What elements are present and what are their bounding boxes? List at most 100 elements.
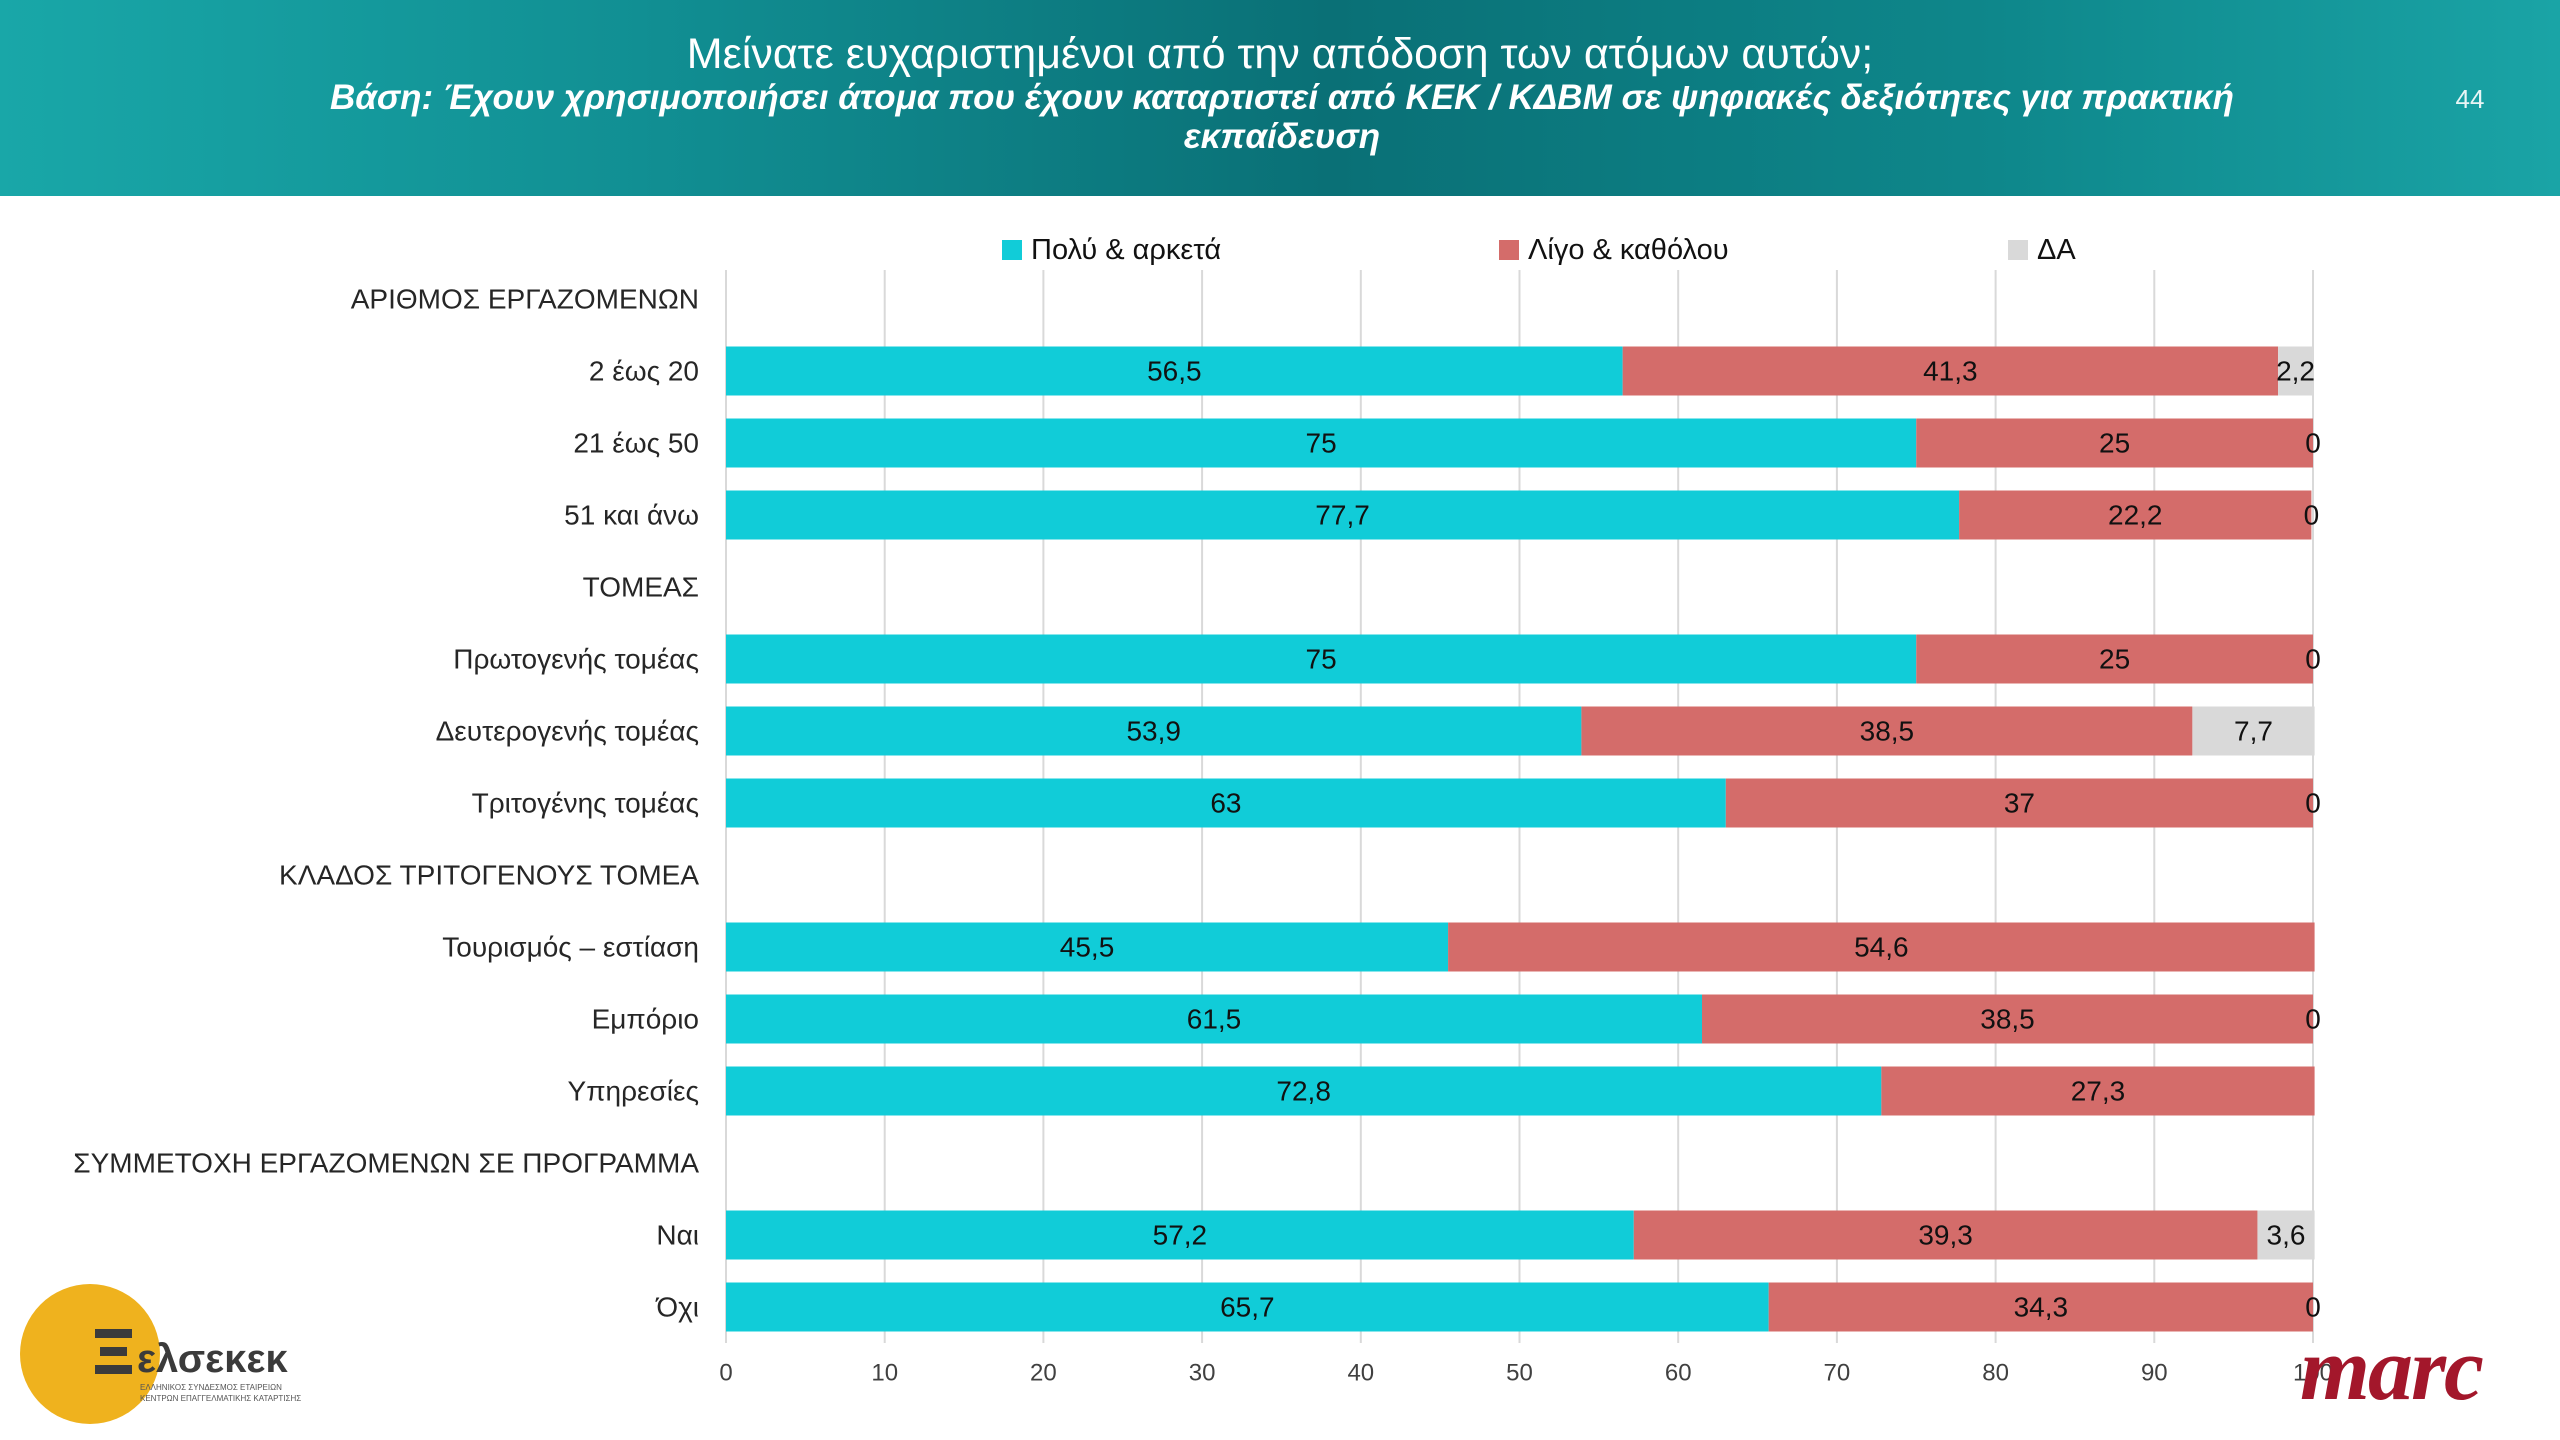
x-tick-label: 100 <box>2293 1360 2333 1387</box>
logo-circle <box>20 1284 160 1424</box>
bar-dissatisfied <box>1633 1210 2258 1260</box>
category-label: Ναι <box>656 1220 699 1251</box>
data-label-satisfied: 75 <box>1306 428 1337 459</box>
data-label-satisfied: 65,7 <box>1220 1292 1275 1323</box>
group-header-label: ΤΟΜΕΑΣ <box>583 572 699 603</box>
marc-logo: marc <box>2300 1320 2484 1419</box>
logo-mark-bar <box>95 1365 132 1374</box>
x-tick-label: 0 <box>719 1360 732 1387</box>
legend-item-dont-know: ΔΑ <box>2008 232 2076 268</box>
logo-xi-mark <box>95 1329 132 1374</box>
data-label-dissatisfied: 54,6 <box>1854 932 1909 963</box>
data-label-dont-know: 7,7 <box>2234 716 2273 747</box>
category-label: Τριτογένης τομέας <box>472 788 699 819</box>
logo-mark-bar <box>95 1329 132 1338</box>
bar-satisfied <box>726 706 1582 756</box>
bar-dissatisfied <box>1725 778 2313 828</box>
data-label-dont-know: 0 <box>2305 1004 2321 1035</box>
data-label-satisfied: 45,5 <box>1060 932 1115 963</box>
bar-satisfied <box>726 778 1726 828</box>
category-label: Τουρισμός – εστίαση <box>442 932 699 963</box>
x-tick-label: 10 <box>871 1360 898 1387</box>
logo-tagline: ΚΕΝΤΡΩΝ ΕΠΑΓΓΕΛΜΑΤΙΚΗΣ ΚΑΤΑΡΤΙΣΗΣ <box>140 1394 301 1403</box>
legend-item-satisfied: Πολύ & αρκετά <box>1002 232 1221 268</box>
category-label: 2 έως 20 <box>589 356 699 387</box>
logo-tagline: ΕΛΛΗΝΙΚΟΣ ΣΥΝΔΕΣΜΟΣ ΕΤΑΙΡΕΙΩΝ <box>140 1383 282 1392</box>
data-label-dont-know: 0 <box>2305 1292 2321 1323</box>
data-label-dont-know: 0 <box>2305 788 2321 819</box>
group-header-label: ΚΛΑΔΟΣ ΤΡΙΤΟΓΕΝΟΥΣ ΤΟΜΕΑ <box>279 860 699 891</box>
data-label-satisfied: 53,9 <box>1126 716 1181 747</box>
data-label-dissatisfied: 34,3 <box>2014 1292 2069 1323</box>
group-header-label: ΑΡΙΘΜΟΣ ΕΡΓΑΖΟΜΕΝΩΝ <box>351 284 699 315</box>
data-label-dissatisfied: 37 <box>2004 788 2035 819</box>
bar-satisfied <box>726 634 1917 684</box>
data-label-satisfied: 61,5 <box>1187 1004 1242 1035</box>
slide-header: Μείνατε ευχαριστημένοι από την απόδοση τ… <box>0 0 2560 196</box>
bar-satisfied <box>726 1282 1769 1332</box>
data-label-satisfied: 57,2 <box>1153 1220 1208 1251</box>
legend-label-dissatisfied: Λίγο & καθόλου <box>1528 233 1729 266</box>
group-header-label: ΣΥΜΜΕΤΟΧΗ ΕΡΓΑΖΟΜΕΝΩΝ ΣΕ ΠΡΟΓΡΑΜΜΑ <box>73 1148 699 1179</box>
x-tick-label: 50 <box>1506 1360 1533 1387</box>
bar-satisfied <box>726 1066 1882 1116</box>
x-tick-label: 70 <box>1824 1360 1851 1387</box>
bar-satisfied <box>726 346 1623 396</box>
logo-mark-bar <box>100 1347 127 1356</box>
bar-dissatisfied <box>1581 706 2193 756</box>
legend-swatch-dont-know <box>2008 240 2028 260</box>
bar-dissatisfied <box>1622 346 2279 396</box>
x-tick-label: 30 <box>1189 1360 1216 1387</box>
data-label-dissatisfied: 38,5 <box>1980 1004 2035 1035</box>
data-label-dissatisfied: 25 <box>2099 644 2130 675</box>
bar-dissatisfied <box>1881 1066 2315 1116</box>
bar-satisfied <box>726 1210 1634 1260</box>
data-label-satisfied: 75 <box>1306 644 1337 675</box>
logo-wordmark: ελσεκεκ <box>137 1337 288 1381</box>
category-label: Υπηρεσίες <box>568 1076 699 1107</box>
x-tick-label: 60 <box>1665 1360 1692 1387</box>
category-label: 21 έως 50 <box>573 428 699 459</box>
bar-dissatisfied <box>1448 922 2315 972</box>
elsekek-logo: ελσεκεκ ΕΛΛΗΝΙΚΟΣ ΣΥΝΔΕΣΜΟΣ ΕΤΑΙΡΕΙΩΝ ΚΕ… <box>20 1284 301 1424</box>
bar-dont-know <box>2192 706 2315 756</box>
legend-swatch-satisfied <box>1002 240 1022 260</box>
bar-satisfied <box>726 418 1917 468</box>
bar-dont-know <box>2257 1210 2315 1260</box>
data-label-dissatisfied: 41,3 <box>1923 356 1978 387</box>
data-label-dissatisfied: 25 <box>2099 428 2130 459</box>
data-label-dissatisfied: 27,3 <box>2071 1076 2126 1107</box>
category-label: Εμπόριο <box>592 1004 699 1035</box>
data-label-dont-know: 0 <box>2304 500 2320 531</box>
bar-dissatisfied <box>1916 634 2313 684</box>
data-label-dont-know: 0 <box>2305 644 2321 675</box>
data-label-dissatisfied: 22,2 <box>2108 500 2163 531</box>
legend-swatch-dissatisfied <box>1499 240 1519 260</box>
legend-label-dont-know: ΔΑ <box>2037 233 2076 266</box>
slide-subtitle: Βάση: Έχουν χρησιμοποιήσει άτομα που έχο… <box>329 78 2235 156</box>
data-label-satisfied: 72,8 <box>1276 1076 1331 1107</box>
category-label: Δευτερογενής τομέας <box>436 716 699 747</box>
x-tick-label: 80 <box>1982 1360 2009 1387</box>
data-label-dont-know: 3,6 <box>2267 1220 2306 1251</box>
bar-dissatisfied <box>1768 1282 2313 1332</box>
bar-satisfied <box>726 994 1703 1044</box>
legend-label-satisfied: Πολύ & αρκετά <box>1031 233 1222 266</box>
slide-title: Μείνατε ευχαριστημένοι από την απόδοση τ… <box>686 30 1874 78</box>
page-number: 44 <box>2455 84 2485 114</box>
bar-dont-know <box>2278 346 2313 396</box>
legend-item-dissatisfied: Λίγο & καθόλου <box>1499 232 1729 268</box>
data-label-dissatisfied: 39,3 <box>1918 1220 1973 1251</box>
category-label: Πρωτογενής τομέας <box>453 644 699 675</box>
data-label-satisfied: 63 <box>1210 788 1241 819</box>
bar-dissatisfied <box>1702 994 2313 1044</box>
x-tick-label: 90 <box>2141 1360 2168 1387</box>
x-tick-label: 40 <box>1347 1360 1374 1387</box>
bar-satisfied <box>726 490 1960 540</box>
bar-dissatisfied <box>1916 418 2313 468</box>
data-label-dont-know: 0 <box>2305 428 2321 459</box>
data-label-dissatisfied: 38,5 <box>1860 716 1915 747</box>
data-label-satisfied: 56,5 <box>1147 356 1202 387</box>
category-label: Όχι <box>655 1292 699 1323</box>
